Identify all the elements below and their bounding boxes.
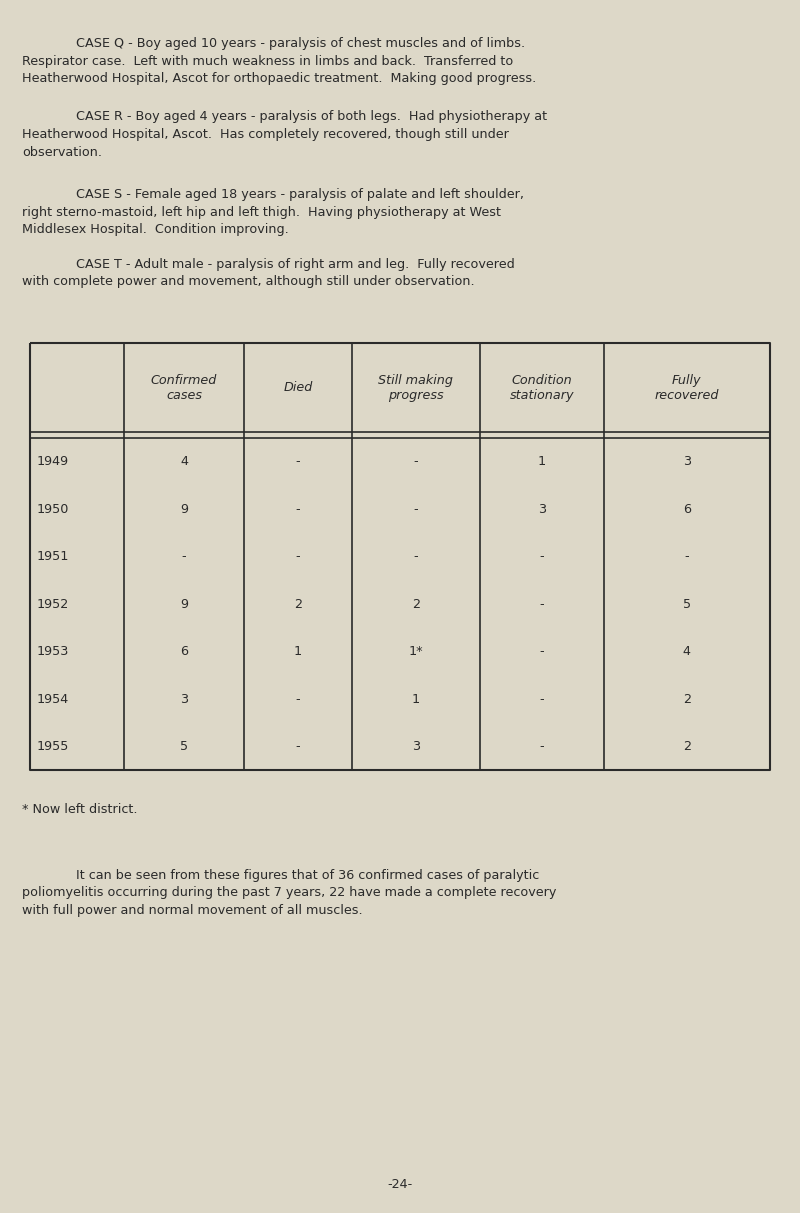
Text: 9: 9 — [180, 502, 188, 516]
Text: 1955: 1955 — [37, 740, 69, 753]
Text: with complete power and movement, although still under observation.: with complete power and movement, althou… — [22, 275, 475, 289]
Text: Still making
progress: Still making progress — [378, 374, 454, 402]
Text: 4: 4 — [180, 455, 188, 468]
Text: 1: 1 — [412, 693, 420, 706]
Text: -: - — [540, 598, 544, 610]
Text: 9: 9 — [180, 598, 188, 610]
Text: 1954: 1954 — [37, 693, 69, 706]
Text: 2: 2 — [683, 740, 691, 753]
Text: -: - — [685, 549, 689, 563]
Text: 6: 6 — [180, 645, 188, 659]
Text: -: - — [540, 645, 544, 659]
Text: -: - — [414, 549, 418, 563]
Text: 2: 2 — [294, 598, 302, 610]
Text: 1*: 1* — [409, 645, 423, 659]
Text: 1: 1 — [294, 645, 302, 659]
Text: 6: 6 — [683, 502, 691, 516]
Text: -: - — [182, 549, 186, 563]
Text: 2: 2 — [683, 693, 691, 706]
Text: CASE Q - Boy aged 10 years - paralysis of chest muscles and of limbs.: CASE Q - Boy aged 10 years - paralysis o… — [76, 36, 525, 50]
Text: 3: 3 — [538, 502, 546, 516]
Text: -24-: -24- — [387, 1178, 413, 1191]
Text: It can be seen from these figures that of 36 confirmed cases of paralytic: It can be seen from these figures that o… — [76, 869, 539, 882]
Text: -: - — [296, 549, 300, 563]
Text: -: - — [414, 455, 418, 468]
Text: 1952: 1952 — [37, 598, 69, 610]
Text: with full power and normal movement of all muscles.: with full power and normal movement of a… — [22, 904, 363, 917]
Text: -: - — [540, 740, 544, 753]
Text: -: - — [296, 455, 300, 468]
Text: Fully
recovered: Fully recovered — [654, 374, 719, 402]
Text: -: - — [296, 693, 300, 706]
Text: 1953: 1953 — [37, 645, 69, 659]
Text: Respirator case.  Left with much weakness in limbs and back.  Transferred to: Respirator case. Left with much weakness… — [22, 55, 514, 68]
Text: -: - — [540, 549, 544, 563]
Text: 1949: 1949 — [37, 455, 69, 468]
Text: 2: 2 — [412, 598, 420, 610]
Text: 1: 1 — [538, 455, 546, 468]
Text: poliomyelitis occurring during the past 7 years, 22 have made a complete recover: poliomyelitis occurring during the past … — [22, 885, 557, 899]
Text: 5: 5 — [180, 740, 188, 753]
Text: Heatherwood Hospital, Ascot.  Has completely recovered, though still under: Heatherwood Hospital, Ascot. Has complet… — [22, 127, 510, 141]
Text: -: - — [296, 502, 300, 516]
Text: Confirmed
cases: Confirmed cases — [151, 374, 217, 402]
Text: observation.: observation. — [22, 146, 102, 159]
Text: 1951: 1951 — [37, 549, 69, 563]
Text: 3: 3 — [412, 740, 420, 753]
Text: Died: Died — [283, 381, 313, 394]
Text: 3: 3 — [682, 455, 691, 468]
Text: CASE R - Boy aged 4 years - paralysis of both legs.  Had physiotherapy at: CASE R - Boy aged 4 years - paralysis of… — [76, 110, 547, 124]
Text: 4: 4 — [683, 645, 691, 659]
Text: -: - — [296, 740, 300, 753]
Text: Middlesex Hospital.  Condition improving.: Middlesex Hospital. Condition improving. — [22, 223, 289, 237]
Text: 5: 5 — [682, 598, 691, 610]
Text: right sterno-mastoid, left hip and left thigh.  Having physiotherapy at West: right sterno-mastoid, left hip and left … — [22, 205, 502, 218]
Text: Heatherwood Hospital, Ascot for orthopaedic treatment.  Making good progress.: Heatherwood Hospital, Ascot for orthopae… — [22, 73, 537, 85]
Text: -: - — [414, 502, 418, 516]
Text: 1950: 1950 — [37, 502, 69, 516]
Text: CASE S - Female aged 18 years - paralysis of palate and left shoulder,: CASE S - Female aged 18 years - paralysi… — [76, 188, 524, 201]
Text: CASE T - Adult male - paralysis of right arm and leg.  Fully recovered: CASE T - Adult male - paralysis of right… — [76, 258, 514, 270]
Text: Condition
stationary: Condition stationary — [510, 374, 574, 402]
Text: 3: 3 — [180, 693, 188, 706]
Text: * Now left district.: * Now left district. — [22, 803, 138, 816]
Text: -: - — [540, 693, 544, 706]
